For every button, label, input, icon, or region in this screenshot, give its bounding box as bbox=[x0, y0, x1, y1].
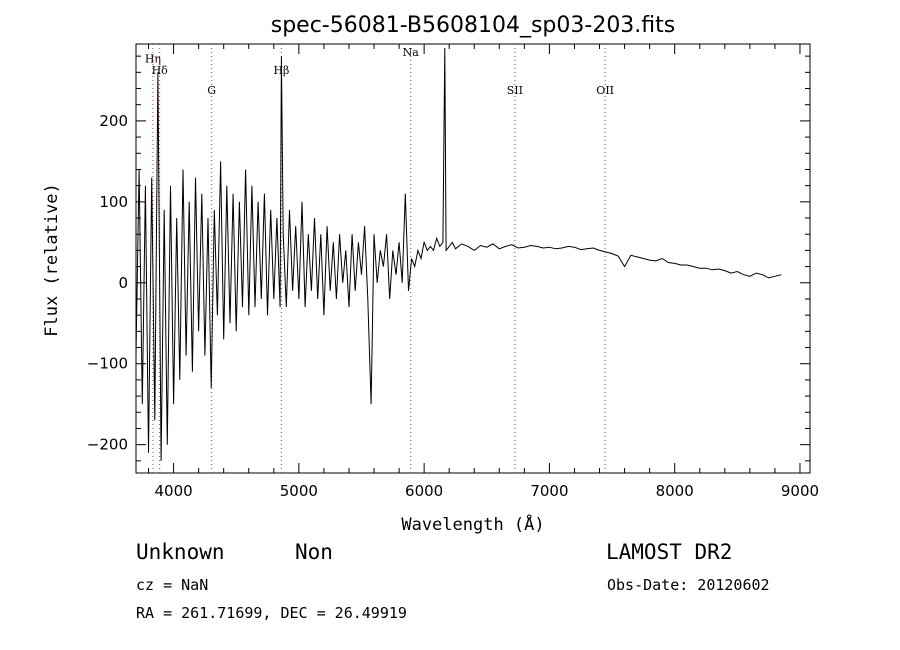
y-axis-label: Flux (relative) bbox=[42, 183, 62, 337]
line-label-5: SII bbox=[507, 84, 523, 97]
object-class: Unknown bbox=[136, 540, 225, 564]
x-tick-label-2: 6000 bbox=[405, 482, 443, 500]
y-tick-label-0: −200 bbox=[87, 436, 128, 454]
y-tick-label-2: 0 bbox=[118, 274, 128, 292]
x-tick-label-1: 5000 bbox=[280, 482, 318, 500]
survey-name: LAMOST DR2 bbox=[606, 540, 733, 564]
y-tick-label-3: 100 bbox=[99, 193, 128, 211]
line-label-6: OII bbox=[596, 84, 614, 97]
redshift-cz: cz = NaN bbox=[136, 576, 209, 594]
spectrum-line bbox=[135, 47, 782, 461]
x-tick-label-0: 4000 bbox=[154, 482, 192, 500]
y-tick-label-4: 200 bbox=[99, 112, 128, 130]
x-axis-ticks: 4000 5000 6000 7000 8000 9000 bbox=[148, 44, 819, 500]
line-label-2: G bbox=[207, 84, 216, 97]
chart-title: spec-56081-B5608104_sp03-203.fits bbox=[271, 13, 676, 38]
line-label-4: Na bbox=[403, 46, 420, 59]
line-label-0: Hη bbox=[145, 53, 161, 66]
object-subclass: Non bbox=[295, 540, 333, 564]
x-tick-label-4: 8000 bbox=[656, 482, 694, 500]
x-axis-label: Wavelength (Å) bbox=[401, 513, 544, 535]
observation-date: Obs-Date: 20120602 bbox=[607, 576, 770, 594]
y-tick-label-1: −100 bbox=[87, 355, 128, 373]
plot-area bbox=[135, 43, 811, 474]
spectrum-series bbox=[135, 47, 782, 461]
y-axis-ticks: −200 −100 0 100 200 bbox=[87, 55, 810, 462]
line-label-1: Hδ bbox=[152, 64, 169, 77]
x-tick-label-5: 9000 bbox=[781, 482, 819, 500]
plot-frame bbox=[135, 43, 811, 474]
coordinates: RA = 261.71699, DEC = 26.49919 bbox=[136, 604, 407, 622]
x-tick-label-3: 7000 bbox=[530, 482, 568, 500]
